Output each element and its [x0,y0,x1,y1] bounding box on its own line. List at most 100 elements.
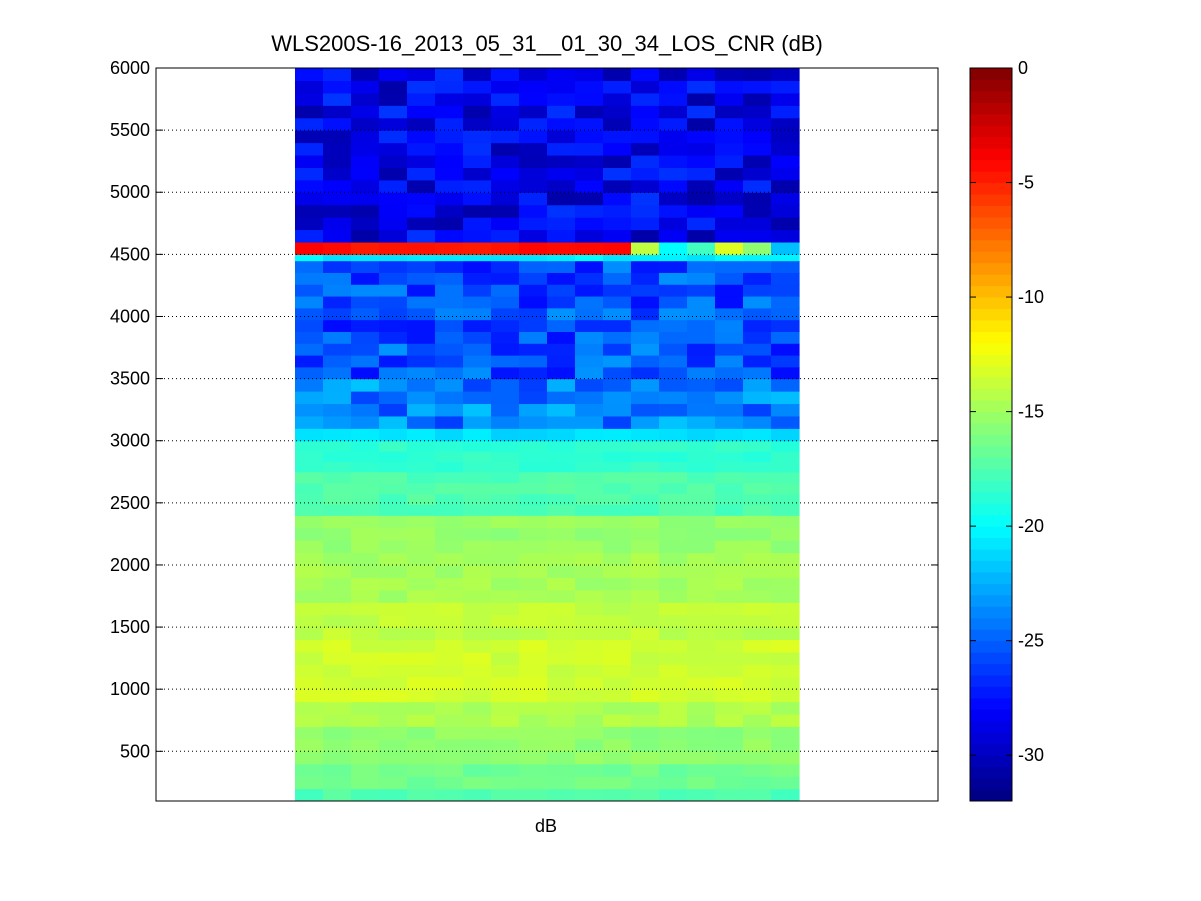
heatmap-cell [547,272,576,285]
colorbar-segment [970,377,1012,390]
heatmap-cell [323,241,352,255]
heatmap-cell [547,527,576,541]
heatmap-cell [379,515,408,529]
heatmap-cell [519,142,548,156]
heatmap-cell [295,676,324,690]
heatmap-cell [603,552,632,566]
heatmap-cell [519,564,548,578]
heatmap-cell [463,217,492,231]
heatmap-cell [351,714,380,728]
heatmap-cell [547,689,576,703]
heatmap-cell [491,676,520,690]
heatmap-cell [323,217,352,231]
heatmap-cell [519,415,548,429]
heatmap-cell [491,391,520,405]
heatmap-cell [547,738,576,752]
heatmap-cell [519,319,548,332]
heatmap-cell [715,204,744,218]
heatmap-cell [379,714,408,728]
heatmap-cell [323,482,352,495]
heatmap-cell [491,482,520,495]
heatmap-cell [323,284,352,297]
heatmap-cell [659,167,688,181]
heatmap-cell [351,504,380,516]
colorbar-segment [970,423,1012,435]
heatmap-cell [659,254,688,262]
heatmap-cell [771,319,800,332]
heatmap-cell [547,378,576,392]
colorbar-tick-label: -25 [1018,631,1044,651]
heatmap-cell [295,738,324,752]
heatmap-cell [435,378,464,392]
heatmap-cell [547,366,576,380]
colorbar [969,67,1013,802]
heatmap-cell [491,319,520,332]
heatmap-cell [575,68,604,82]
heatmap-cell [715,689,744,703]
heatmap-cell [379,415,408,429]
heatmap-cell [659,92,688,106]
heatmap-cell [519,614,548,628]
heatmap-cell [687,179,716,193]
heatmap-cell [519,229,548,243]
heatmap-cell [659,763,688,777]
heatmap-cell [463,319,492,332]
heatmap-cell [631,130,660,144]
heatmap-cell [743,440,772,452]
heatmap-cell [743,714,772,728]
heatmap-cell [323,391,352,405]
heatmap-cell [295,92,324,106]
heatmap-cell [463,527,492,541]
heatmap-cell [687,391,716,405]
heatmap-cell [715,602,744,616]
heatmap-cell [631,714,660,728]
heatmap-cell [491,788,520,801]
heatmap-cell [687,471,716,484]
heatmap-cell [463,552,492,566]
heatmap-cell [379,527,408,541]
heatmap-cell [659,319,688,332]
heatmap-cell [435,354,464,368]
heatmap-cell [575,179,604,193]
heatmap-cell [687,751,716,765]
colorbar-segment [970,388,1012,401]
heatmap-cell [743,295,772,309]
heatmap-cell [351,307,380,321]
heatmap-cell [687,284,716,297]
heatmap-cell [463,726,492,740]
heatmap-cell [547,130,576,144]
colorbar-segment [970,571,1012,584]
heatmap-cell [519,701,548,715]
heatmap-cell [407,167,436,181]
heatmap-cell [379,451,408,463]
heatmap-cell [771,763,800,777]
heatmap-cell [379,229,408,243]
colorbar-segment [970,697,1012,710]
heatmap-cell [323,378,352,392]
heatmap-cell [603,217,632,231]
colorbar-segment [970,262,1012,275]
heatmap-cell [547,714,576,728]
heatmap-cell [379,552,408,566]
heatmap-cell [491,284,520,297]
heatmap-cell [603,179,632,193]
heatmap-cell [715,254,744,262]
heatmap-cell [687,428,716,442]
heatmap-cell [351,105,380,119]
heatmap-cell [379,295,408,309]
heatmap-cell [659,440,688,452]
heatmap-cell [771,378,800,392]
colorbar-segment [970,68,1012,80]
heatmap-cell [323,343,352,356]
heatmap-cell [743,515,772,529]
heatmap-cell [771,552,800,566]
heatmap-cell [519,763,548,777]
y-tick-label: 4000 [110,306,150,326]
heatmap-cell [631,68,660,82]
heatmap-cell [631,92,660,106]
heatmap-cell [771,154,800,168]
heatmap-cell [351,260,380,273]
heatmap-cell [603,664,632,678]
heatmap-cell [603,451,632,463]
heatmap-cell [407,331,436,344]
